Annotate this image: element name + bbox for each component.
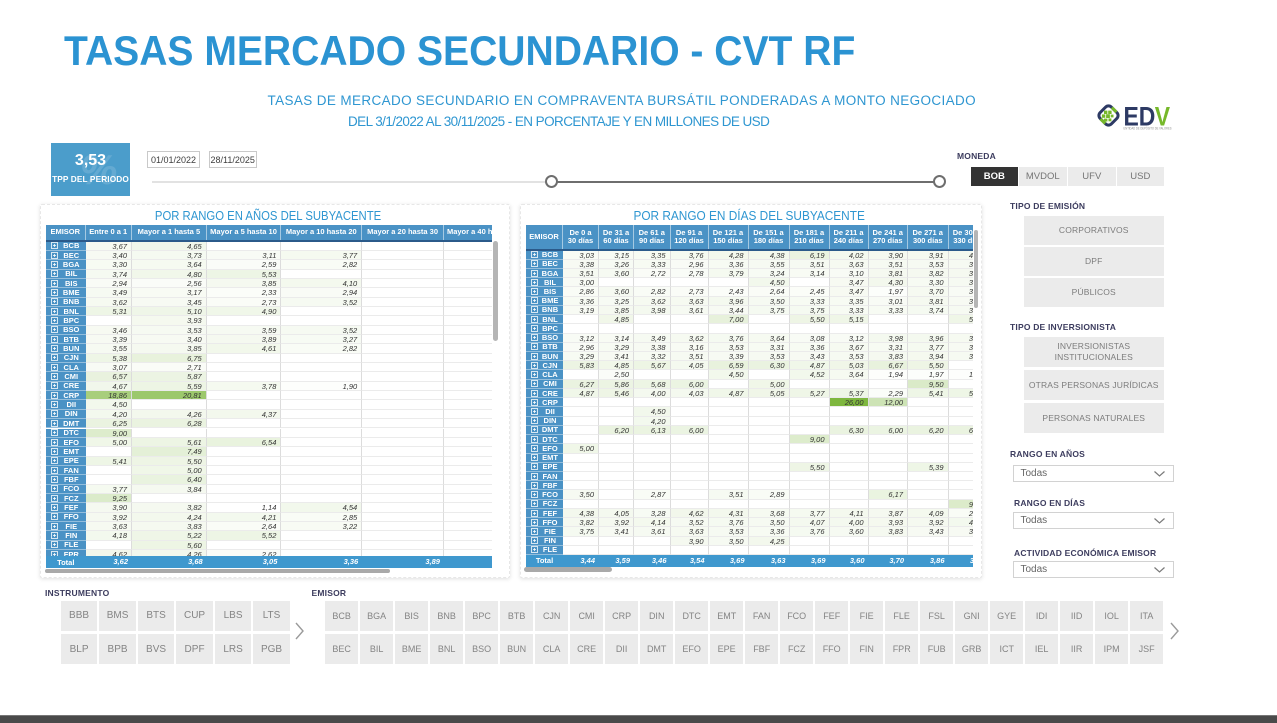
svg-text:V: V — [1155, 102, 1171, 132]
svg-text:ED: ED — [1124, 102, 1156, 132]
svg-text:ENTIDAD DE DEPÓSITO DE VALORES: ENTIDAD DE DEPÓSITO DE VALORES — [1124, 126, 1173, 131]
